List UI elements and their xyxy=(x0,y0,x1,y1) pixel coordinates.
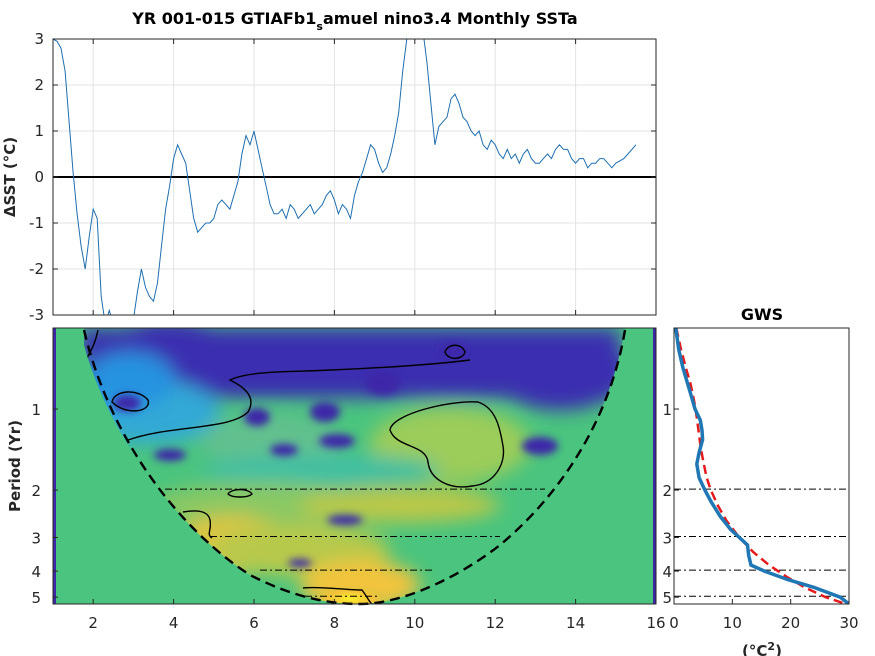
wavelet-y-tick-label: 5 xyxy=(31,589,41,607)
gws-x-tick-label: 10 xyxy=(723,614,742,632)
top-y-tick-label: 2 xyxy=(34,76,44,94)
gws-y-tick-label: 4 xyxy=(662,563,672,581)
chart-title: YR 001-015 GTIAFb1samuel nino3.4 Monthly… xyxy=(131,9,577,33)
top-y-tick-label: 0 xyxy=(34,168,44,186)
wavelet-y-tick-label: 1 xyxy=(31,401,41,419)
gws-x-tick-label: 30 xyxy=(839,614,858,632)
figure: YR 001-015 GTIAFb1samuel nino3.4 Monthly… xyxy=(0,0,875,656)
wavelet-x-tick-label: 6 xyxy=(249,614,259,632)
top-y-tick-label: -3 xyxy=(29,306,44,324)
gws-x-label: (°C2) xyxy=(742,640,782,656)
gws-axes-background xyxy=(674,328,849,604)
gws-y-tick-label: 2 xyxy=(662,482,672,500)
top-y-tick-label: -2 xyxy=(29,260,44,278)
wavelet-x-tick-label: 10 xyxy=(405,614,424,632)
top-y-label: ΔSST (°C) xyxy=(1,137,19,217)
top-y-tick-label: 3 xyxy=(34,30,44,48)
wavelet-y-tick-label: 2 xyxy=(31,482,41,500)
wavelet-x-tick-label: 2 xyxy=(88,614,98,632)
top-y-tick-label: -1 xyxy=(29,214,44,232)
gws-title: GWS xyxy=(741,305,783,324)
wavelet-x-tick-label: 14 xyxy=(566,614,585,632)
wavelet-y-tick-label: 3 xyxy=(31,529,41,547)
wavelet-x-tick-label: 8 xyxy=(330,614,340,632)
gws-y-tick-label: 3 xyxy=(662,529,672,547)
wavelet-x-tick-label: 4 xyxy=(169,614,179,632)
top-y-tick-label: 1 xyxy=(34,122,44,140)
gws-y-tick-label: 5 xyxy=(662,589,672,607)
wavelet-y-tick-label: 4 xyxy=(31,563,41,581)
wavelet-x-tick-label: 12 xyxy=(486,614,505,632)
gws-x-tick-label: 20 xyxy=(781,614,800,632)
gws-x-tick-label: 0 xyxy=(669,614,679,632)
wavelet-x-tick-label: 16 xyxy=(646,614,665,632)
gws-y-tick-label: 1 xyxy=(662,401,672,419)
wavelet-y-label: Period (Yr) xyxy=(6,420,24,512)
